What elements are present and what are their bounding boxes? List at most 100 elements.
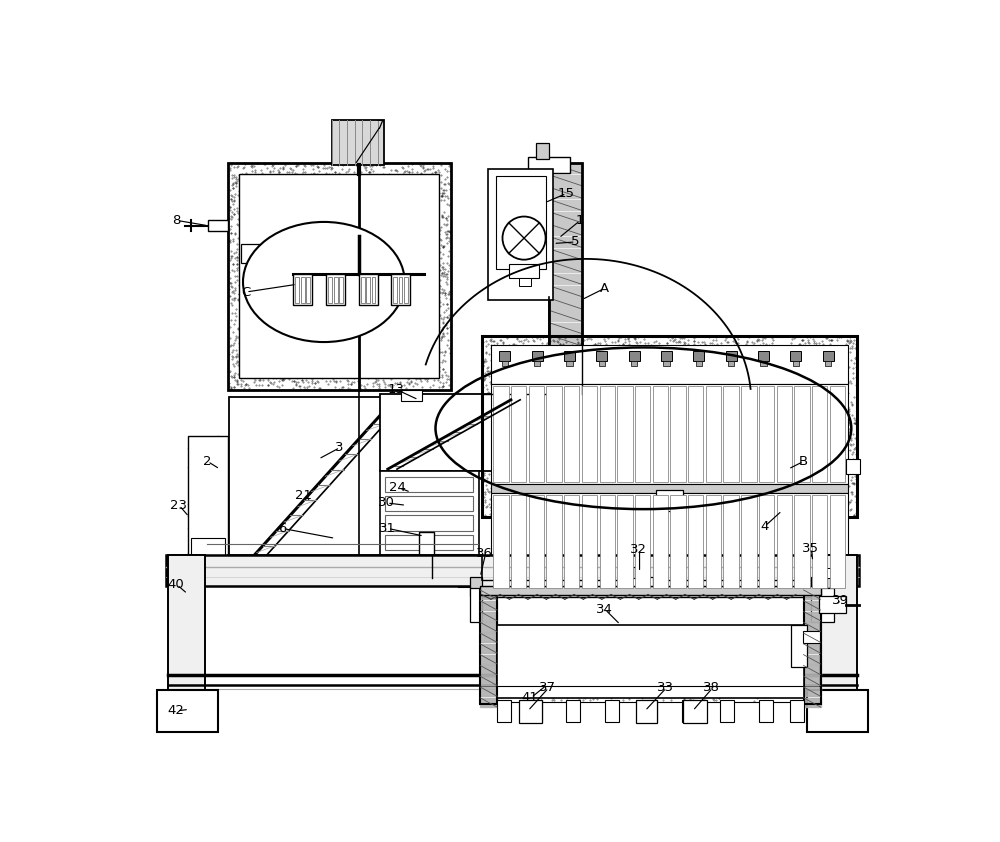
Bar: [536, 143, 549, 159]
Bar: [496, 177, 546, 269]
Bar: [488, 168, 553, 300]
Polygon shape: [804, 698, 820, 707]
Bar: [401, 390, 422, 402]
Bar: [497, 686, 804, 701]
Bar: [470, 577, 482, 596]
Bar: [399, 277, 402, 303]
Bar: [372, 277, 375, 303]
Bar: [741, 386, 757, 482]
Polygon shape: [804, 644, 820, 653]
Bar: [760, 360, 767, 366]
Bar: [491, 345, 848, 384]
Bar: [820, 568, 834, 578]
Bar: [812, 495, 827, 588]
Bar: [332, 120, 384, 165]
Text: 2: 2: [203, 455, 211, 468]
Bar: [470, 588, 482, 622]
Bar: [188, 436, 228, 578]
Bar: [191, 538, 225, 577]
Bar: [482, 336, 857, 517]
Bar: [726, 351, 737, 360]
Bar: [682, 700, 696, 722]
Bar: [653, 386, 668, 482]
Text: 30: 30: [378, 497, 395, 509]
Bar: [631, 360, 637, 366]
Bar: [534, 360, 540, 366]
Polygon shape: [480, 665, 497, 674]
Bar: [393, 277, 397, 303]
Polygon shape: [549, 372, 582, 383]
Bar: [825, 360, 831, 366]
Bar: [617, 386, 633, 482]
Bar: [812, 386, 827, 482]
Polygon shape: [549, 335, 582, 346]
Bar: [636, 700, 657, 723]
Bar: [491, 384, 848, 484]
Bar: [549, 163, 582, 394]
Polygon shape: [804, 601, 820, 610]
Polygon shape: [549, 261, 582, 272]
Bar: [688, 386, 703, 482]
Polygon shape: [549, 175, 582, 186]
Text: 13: 13: [388, 383, 405, 397]
Bar: [366, 277, 370, 303]
Bar: [617, 495, 633, 588]
Bar: [511, 495, 526, 588]
Bar: [600, 386, 615, 482]
Polygon shape: [549, 187, 582, 198]
Bar: [385, 515, 473, 530]
Polygon shape: [804, 676, 820, 685]
Text: 15: 15: [557, 187, 574, 200]
Polygon shape: [549, 237, 582, 248]
Bar: [811, 588, 834, 622]
Polygon shape: [549, 311, 582, 322]
Bar: [480, 590, 497, 704]
Polygon shape: [480, 676, 497, 685]
Text: 1: 1: [576, 214, 584, 226]
Text: A: A: [600, 282, 609, 295]
Polygon shape: [549, 249, 582, 259]
Text: 40: 40: [168, 578, 184, 591]
Bar: [811, 577, 834, 588]
Bar: [696, 360, 702, 366]
Bar: [419, 532, 434, 580]
Bar: [605, 700, 619, 722]
Bar: [790, 351, 801, 360]
Text: 7: 7: [376, 120, 385, 132]
Bar: [777, 495, 792, 588]
Bar: [635, 495, 650, 588]
Bar: [532, 351, 543, 360]
Polygon shape: [549, 322, 582, 333]
Bar: [334, 277, 338, 303]
Bar: [819, 596, 846, 613]
Bar: [804, 590, 821, 704]
Bar: [582, 495, 597, 588]
Bar: [208, 221, 228, 232]
Bar: [820, 556, 857, 700]
Bar: [519, 700, 542, 723]
Bar: [794, 495, 810, 588]
Bar: [566, 360, 573, 366]
Bar: [758, 351, 769, 360]
Bar: [643, 700, 657, 722]
Bar: [706, 386, 721, 482]
Polygon shape: [480, 655, 497, 663]
Bar: [491, 493, 848, 593]
Bar: [661, 351, 672, 360]
Polygon shape: [804, 655, 820, 663]
Text: 34: 34: [596, 603, 613, 616]
Text: 42: 42: [168, 705, 184, 717]
Bar: [670, 495, 686, 588]
Polygon shape: [804, 590, 820, 600]
Bar: [404, 277, 408, 303]
Bar: [759, 495, 774, 588]
Polygon shape: [480, 601, 497, 610]
Text: B: B: [799, 455, 808, 468]
Bar: [723, 386, 739, 482]
Bar: [528, 700, 542, 722]
Bar: [493, 386, 509, 482]
Bar: [564, 386, 579, 482]
Bar: [546, 386, 562, 482]
Bar: [600, 495, 615, 588]
Polygon shape: [804, 611, 820, 621]
